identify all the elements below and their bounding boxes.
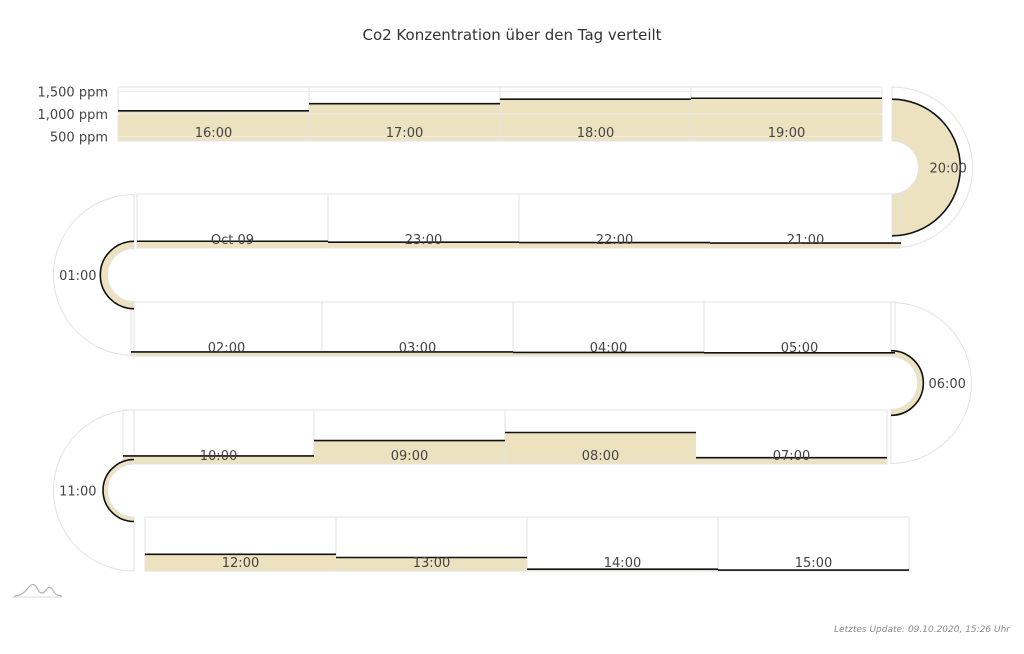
turn-outline xyxy=(890,301,972,465)
area-layer xyxy=(100,98,961,571)
area-segment xyxy=(336,557,527,571)
area-segment xyxy=(322,351,513,356)
segment-label: Oct 09 xyxy=(211,233,254,248)
segment-label: 13:00 xyxy=(413,556,450,571)
turn-area xyxy=(891,350,924,416)
area-segment xyxy=(519,242,710,248)
segment-label: 12:00 xyxy=(222,556,259,571)
turn-line xyxy=(890,349,925,417)
area-segment xyxy=(328,242,519,248)
segment-label: 04:00 xyxy=(590,341,627,356)
y-tick-label: 1,000 ppm xyxy=(37,108,108,123)
area-segment xyxy=(123,455,314,464)
turn-area xyxy=(100,241,134,309)
segment-label: 14:00 xyxy=(604,556,641,571)
chart-title: Co2 Konzentration über den Tag verteilt xyxy=(362,26,662,44)
area-segment xyxy=(513,352,704,356)
y-tick-label: 1,500 ppm xyxy=(37,86,108,101)
segment-label: 07:00 xyxy=(773,449,810,464)
logo-icon xyxy=(12,583,62,598)
area-segment xyxy=(505,432,696,464)
turn-label: 20:00 xyxy=(929,162,966,177)
y-tick-label: 500 ppm xyxy=(50,131,108,146)
y-axis: 1,500 ppm 1,000 ppm 500 ppm xyxy=(37,86,108,146)
turn-outline xyxy=(53,193,135,357)
area-segment xyxy=(691,98,882,141)
segment-label: 17:00 xyxy=(386,126,423,141)
turn-area xyxy=(102,459,134,522)
area-segment xyxy=(145,554,336,571)
line-layer xyxy=(99,97,962,571)
segment-label: 23:00 xyxy=(405,233,442,248)
last-update-text: Letztes Update: 09.10.2020, 15:26 Uhr xyxy=(834,625,1010,635)
segment-label: 09:00 xyxy=(391,449,428,464)
area-segment xyxy=(696,457,887,464)
area-segment xyxy=(314,440,505,464)
area-segment xyxy=(527,569,718,571)
area-segment xyxy=(131,351,322,356)
area-segment xyxy=(309,103,500,141)
segment-label: 18:00 xyxy=(577,126,614,141)
turn-outline xyxy=(891,86,973,249)
turn-label: 01:00 xyxy=(59,269,96,284)
segment-label: 02:00 xyxy=(208,341,245,356)
grid-layer xyxy=(53,86,973,572)
area-segment xyxy=(710,243,901,248)
turn-outline xyxy=(53,409,135,572)
segment-label: 15:00 xyxy=(795,556,832,571)
segment-label: 22:00 xyxy=(596,233,633,248)
segment-label: 21:00 xyxy=(787,233,824,248)
segment-label: 08:00 xyxy=(582,449,619,464)
area-segment xyxy=(118,110,309,141)
segment-label: 19:00 xyxy=(768,126,805,141)
segment-label: 05:00 xyxy=(781,341,818,356)
turn-label: 06:00 xyxy=(928,377,965,392)
area-segment xyxy=(704,352,895,356)
area-segment xyxy=(500,99,691,141)
segment-label: 03:00 xyxy=(399,341,436,356)
turn-label: 11:00 xyxy=(59,485,96,500)
turn-area xyxy=(892,99,961,236)
label-layer: 16:00 17:00 18:00 19:00 20:00 21:00 22:00 23:00… xyxy=(59,126,967,571)
turn-line xyxy=(102,458,135,523)
turn-line xyxy=(891,98,962,237)
segment-label: 10:00 xyxy=(200,449,237,464)
area-segment xyxy=(137,241,328,248)
segment-label: 16:00 xyxy=(195,126,232,141)
turn-line xyxy=(99,240,135,310)
